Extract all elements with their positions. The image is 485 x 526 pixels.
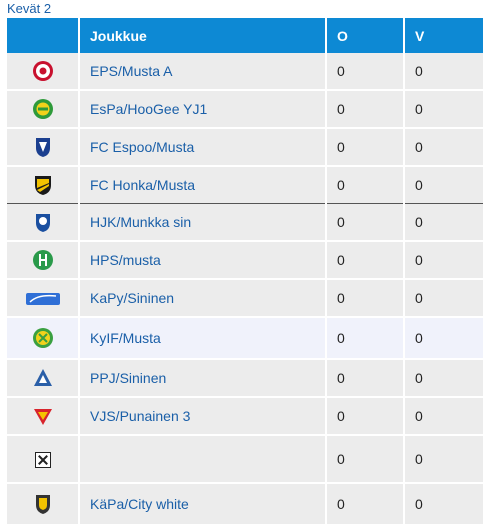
table-row: EsPa/HooGee YJ1 0 0 xyxy=(7,90,483,129)
team-name[interactable]: KäPa/City white xyxy=(79,483,327,526)
hps-crest-icon xyxy=(32,250,53,270)
cell-v: 0 xyxy=(404,435,483,484)
table-row: HPS/musta 0 0 xyxy=(7,241,483,280)
header-row: Joukkue O V xyxy=(7,18,483,53)
cell-v: 0 xyxy=(404,359,483,398)
table-row: KaPy/Sininen 0 0 xyxy=(7,279,483,318)
hjk-crest-icon xyxy=(35,214,50,232)
cell-v: 0 xyxy=(404,166,483,204)
header-o[interactable]: O xyxy=(326,18,405,53)
cell-v: 0 xyxy=(404,128,483,167)
cell-v: 0 xyxy=(404,317,483,360)
cell-v: 0 xyxy=(404,90,483,129)
team-name[interactable] xyxy=(79,435,327,484)
fc-honka-crest-icon xyxy=(34,176,51,195)
team-name[interactable]: KyIF/Musta xyxy=(79,317,327,360)
cell-o: 0 xyxy=(326,241,405,280)
standings-table: Joukkue O V EPS/Musta A 0 0 EsPa/HooGee … xyxy=(7,18,483,526)
table-row: KäPa/City white 0 0 xyxy=(7,483,483,526)
cell-o: 0 xyxy=(326,166,405,204)
team-name[interactable]: HJK/Munkka sin xyxy=(79,203,327,242)
eps-crest-icon xyxy=(32,61,53,81)
cell-v: 0 xyxy=(404,203,483,242)
table-row: VJS/Punainen 3 0 0 xyxy=(7,397,483,436)
cell-o: 0 xyxy=(326,317,405,360)
table-row: HJK/Munkka sin 0 0 xyxy=(7,203,483,242)
cell-v: 0 xyxy=(404,483,483,526)
cell-o: 0 xyxy=(326,128,405,167)
table-row: EPS/Musta A 0 0 xyxy=(7,53,483,91)
cell-o: 0 xyxy=(326,483,405,526)
header-team[interactable]: Joukkue xyxy=(79,18,327,53)
table-row: 0 0 xyxy=(7,435,483,484)
ppj-crest-icon xyxy=(33,369,52,386)
team-name[interactable]: PPJ/Sininen xyxy=(79,359,327,398)
team-name[interactable]: EPS/Musta A xyxy=(79,53,327,91)
team-name[interactable]: KaPy/Sininen xyxy=(79,279,327,318)
table-row: PPJ/Sininen 0 0 xyxy=(7,359,483,398)
cell-v: 0 xyxy=(404,241,483,280)
team-name[interactable]: HPS/musta xyxy=(79,241,327,280)
cell-o: 0 xyxy=(326,53,405,91)
broken-image-icon xyxy=(34,451,51,468)
team-name[interactable]: FC Espoo/Musta xyxy=(79,128,327,167)
cell-o: 0 xyxy=(326,359,405,398)
kapa-crest-icon xyxy=(35,495,50,514)
cell-o: 0 xyxy=(326,435,405,484)
table-row: FC Espoo/Musta 0 0 xyxy=(7,128,483,167)
vjs-crest-icon xyxy=(33,409,52,425)
cell-v: 0 xyxy=(404,279,483,318)
espa-crest-icon xyxy=(32,99,53,119)
header-logo xyxy=(7,18,80,53)
table-caption: Kevät 2 xyxy=(7,1,52,16)
header-v[interactable]: V xyxy=(404,18,483,53)
cell-o: 0 xyxy=(326,397,405,436)
kyif-crest-icon xyxy=(32,328,53,348)
table-row: KyIF/Musta 0 0 xyxy=(7,317,483,360)
kapy-crest-icon xyxy=(25,293,60,306)
team-name[interactable]: EsPa/HooGee YJ1 xyxy=(79,90,327,129)
cell-o: 0 xyxy=(326,203,405,242)
cell-o: 0 xyxy=(326,90,405,129)
fc-espoo-crest-icon xyxy=(35,138,50,157)
cell-v: 0 xyxy=(404,53,483,91)
team-name[interactable]: VJS/Punainen 3 xyxy=(79,397,327,436)
team-name[interactable]: FC Honka/Musta xyxy=(79,166,327,204)
cell-o: 0 xyxy=(326,279,405,318)
cell-v: 0 xyxy=(404,397,483,436)
table-row: FC Honka/Musta 0 0 xyxy=(7,166,483,204)
